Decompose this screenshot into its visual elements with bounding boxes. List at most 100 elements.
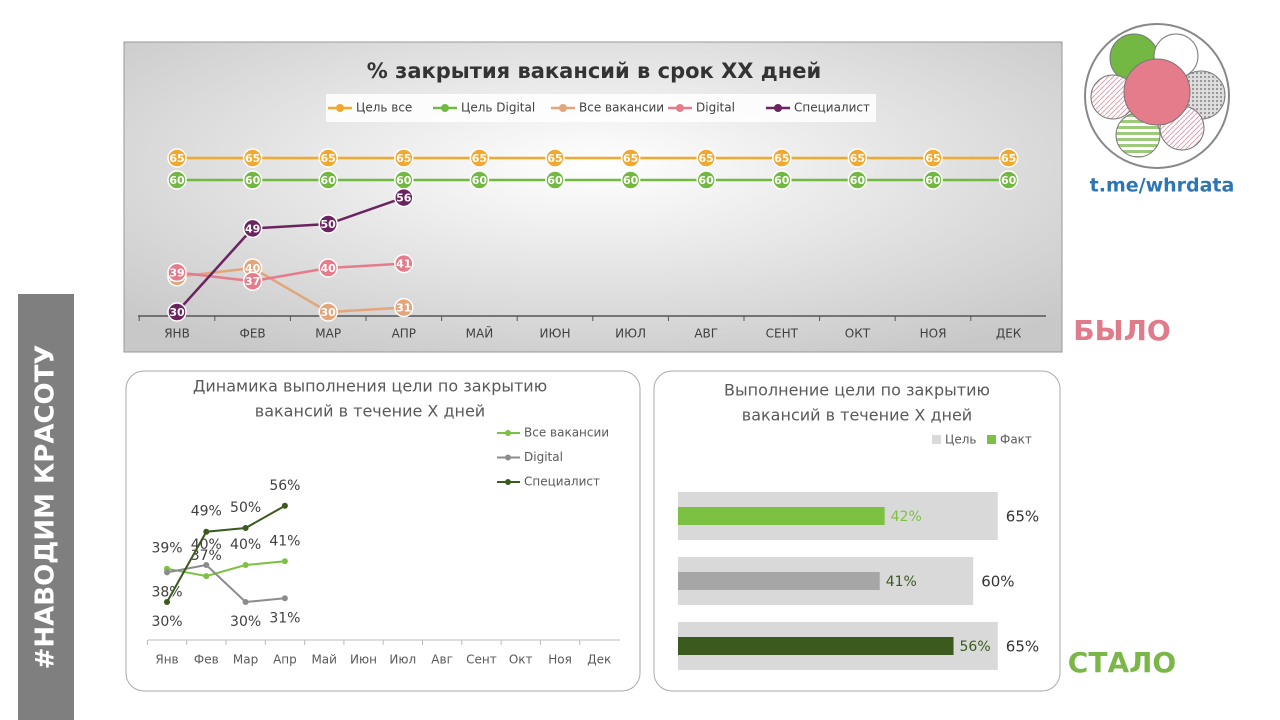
data-label: 30 [321,306,337,319]
point [281,595,288,602]
data-label: 41% [269,533,300,549]
data-label: 65 [1001,152,1016,165]
point [998,148,1019,168]
x-tick-label: ДЕК [996,327,1022,341]
legend-label: Цель все [356,101,412,115]
before-label: БЫЛО [1073,314,1170,347]
point [167,170,187,190]
chart-title: % закрытия вакансий в срок XX дней [367,59,821,83]
point [545,170,565,190]
panel-before [123,41,1063,353]
point [923,148,943,168]
logo [1084,23,1230,169]
data-label: 60 [925,174,941,187]
x-tick-label: ОКТ [845,327,871,341]
point [620,148,641,168]
point [394,253,414,274]
fact-bar [678,572,880,590]
data-label: 49 [245,222,260,235]
point [696,170,716,190]
data-label: 56 [396,192,412,205]
x-tick-label: Сент [466,653,497,667]
point [923,170,943,190]
after-label: СТАЛО [1068,646,1176,679]
data-label: 39% [151,541,182,557]
data-label: 50% [230,500,261,516]
data-label: 41 [396,258,411,271]
legend-marker [559,104,567,112]
series-line [176,196,405,313]
x-tick-label: Апр [273,653,297,667]
point [469,170,490,190]
point [545,148,565,168]
point [847,170,868,190]
panel-after-line [125,370,641,692]
data-label: 37 [245,275,260,288]
data-label: 65 [396,152,411,165]
point [203,562,210,568]
point [242,218,263,239]
x-tick-label: ЯНВ [164,327,190,341]
data-label: 40% [191,537,222,553]
banner [18,294,74,720]
data-label: 60 [774,174,790,187]
legend-label: Цель [945,433,976,447]
data-label: 30% [230,614,261,630]
series-line [166,504,286,603]
legend-marker [505,454,511,461]
x-tick-label: Янв [155,653,178,667]
chart-title: вакансий в течение X дней [255,402,485,421]
point [394,297,414,318]
point [167,302,187,322]
series-line [176,262,404,283]
legend-marker [774,104,782,112]
fact-label: 42% [891,509,922,525]
data-label: 65 [699,152,714,165]
x-tick-label: Авг [431,653,453,667]
data-label: 65 [850,152,865,165]
goal-label: 65% [1006,638,1039,656]
point [281,502,288,509]
point [318,214,338,234]
data-label: 60 [623,174,639,187]
data-label: 60 [1001,174,1017,187]
point [167,262,187,283]
point [394,187,414,208]
legend-swatch [987,435,996,444]
goal-label: 60% [981,573,1014,591]
x-tick-label: Фев [194,653,219,667]
data-label: 60 [547,174,563,187]
series-line [166,560,285,578]
data-label: 30 [169,306,185,319]
point [318,170,338,190]
x-tick-label: Июл [389,653,416,667]
point [696,148,716,168]
data-label: 37% [191,548,222,564]
x-tick-label: АПР [392,327,416,341]
legend-marker [676,104,684,112]
chart-title: Выполнение цели по закрытию [724,381,990,400]
data-label: 65 [169,152,184,165]
data-label: 49% [191,504,222,520]
data-label: 40 [321,262,337,275]
fact-bar [678,507,885,525]
point [469,148,490,168]
data-label: 60 [699,174,715,187]
point [242,599,249,605]
data-label: 65 [472,152,487,165]
point [281,558,288,565]
legend-label: Digital [524,450,563,464]
data-label: 39 [169,266,184,279]
data-label: 60 [396,174,412,187]
point [203,528,210,535]
x-tick-label: Дек [587,653,611,667]
data-label: 30% [151,614,182,630]
data-label: 31 [396,302,411,315]
point [242,525,249,531]
x-tick-label: ИЮН [540,327,571,341]
point [242,271,263,291]
data-label: 60 [472,174,488,187]
x-tick-label: Окт [509,653,533,667]
x-tick-label: ФЕВ [240,327,266,341]
